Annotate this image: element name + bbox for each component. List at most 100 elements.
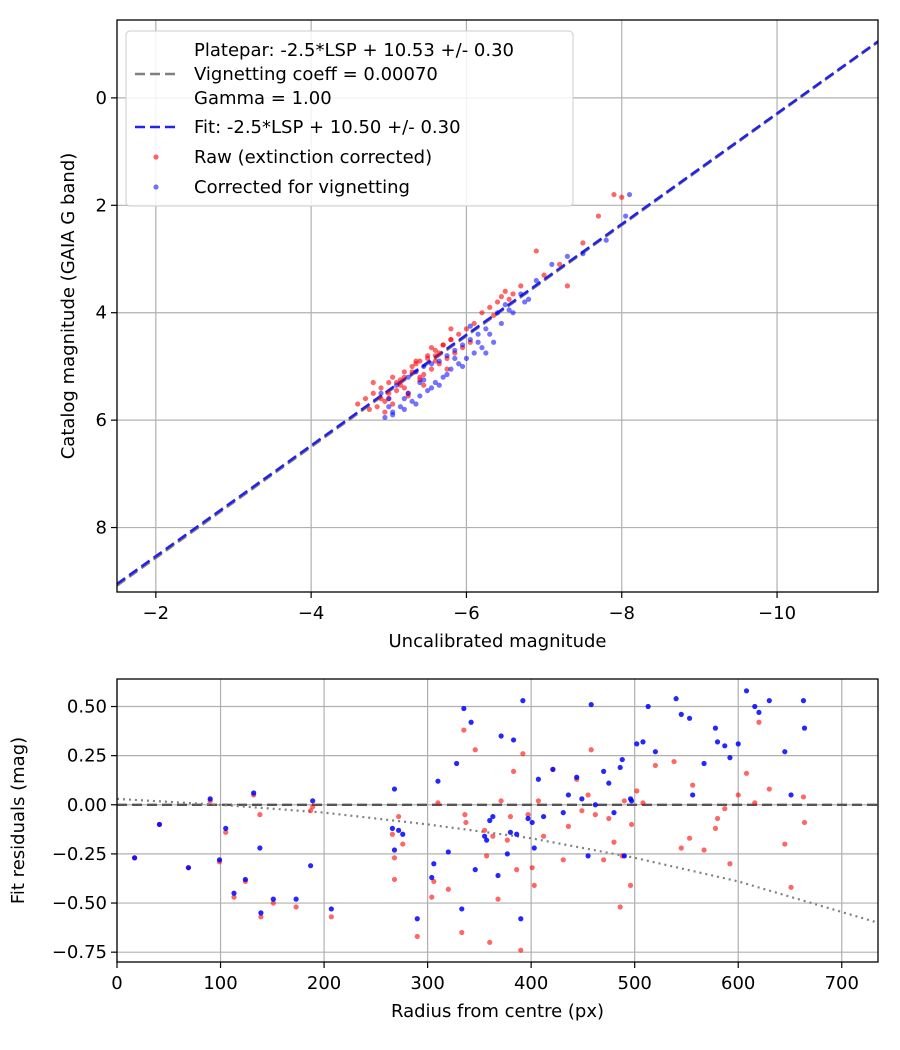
- legend-raw-marker: [153, 154, 159, 160]
- corrected-point: [436, 358, 442, 364]
- raw-point: [378, 396, 384, 402]
- corrected-point: [564, 253, 570, 259]
- corrected-point: [678, 711, 684, 717]
- raw-point: [370, 379, 376, 386]
- raw-point: [502, 288, 508, 294]
- corrected-point: [533, 277, 539, 284]
- corrected-point: [549, 261, 555, 267]
- top-x-axis-label: Uncalibrated magnitude: [388, 631, 606, 652]
- corrected-point: [242, 876, 248, 883]
- legend-raw-label: Raw (extinction corrected): [194, 147, 432, 168]
- raw-point: [432, 347, 438, 353]
- legend-platepar-line: Vignetting coeff = 0.00070: [194, 64, 438, 85]
- x-tick-label: 300: [410, 973, 444, 994]
- corrected-point: [459, 906, 465, 912]
- corrected-point: [701, 760, 707, 767]
- x-tick-label: −8: [608, 603, 635, 624]
- raw-point: [627, 882, 634, 888]
- raw-point: [432, 353, 438, 359]
- corrected-point: [459, 342, 466, 348]
- raw-point: [518, 283, 524, 289]
- raw-point: [580, 240, 586, 246]
- corrected-point: [531, 845, 537, 851]
- corrected-point: [652, 749, 658, 755]
- raw-point: [640, 800, 646, 806]
- corrected-point: [440, 374, 446, 380]
- raw-point: [498, 294, 504, 300]
- raw-point: [494, 299, 501, 305]
- corrected-point: [444, 371, 450, 378]
- raw-point: [393, 387, 400, 394]
- corrected-point: [690, 792, 696, 798]
- raw-point: [540, 833, 547, 839]
- corrected-point: [431, 861, 437, 867]
- raw-point: [414, 933, 420, 940]
- corrected-point: [782, 749, 788, 755]
- top-y-axis-label: Catalog magnitude (GAIA G band): [58, 153, 79, 460]
- x-tick-label: 0: [111, 973, 122, 994]
- raw-point: [752, 800, 758, 806]
- raw-point: [444, 366, 450, 372]
- corrected-point: [529, 819, 535, 826]
- raw-point: [588, 747, 594, 753]
- corrected-point: [425, 387, 431, 394]
- raw-point: [396, 813, 402, 820]
- corrected-point: [495, 872, 501, 879]
- top-ticks: −2 −4 −6 −8 −10 0 2 4 6 8: [96, 88, 797, 624]
- raw-point: [293, 904, 299, 910]
- y-tick-label: 0.25: [67, 746, 107, 767]
- corrected-point: [393, 382, 400, 388]
- x-tick-label: 700: [825, 973, 859, 994]
- corrected-point: [391, 847, 398, 853]
- corrected-point: [518, 916, 524, 922]
- corrected-point: [428, 361, 435, 367]
- x-tick-label: −4: [298, 603, 325, 624]
- raw-point: [498, 798, 504, 804]
- corrected-point: [207, 796, 213, 802]
- raw-point: [382, 398, 388, 404]
- corrected-point: [502, 302, 508, 308]
- raw-point: [428, 366, 435, 372]
- raw-point: [541, 272, 547, 278]
- corrected-point: [390, 409, 396, 415]
- corrected-point: [525, 815, 531, 822]
- raw-point: [606, 815, 612, 822]
- corrected-point: [436, 382, 442, 388]
- x-tick-label: −6: [453, 603, 480, 624]
- raw-point: [391, 876, 398, 883]
- corrected-point: [461, 705, 467, 712]
- raw-point: [585, 792, 591, 798]
- y-tick-label: −0.25: [52, 844, 107, 865]
- corrected-point: [405, 390, 411, 396]
- corrected-point: [400, 831, 406, 837]
- raw-point: [533, 248, 539, 254]
- raw-point: [401, 369, 407, 375]
- raw-point: [432, 358, 438, 364]
- corrected-point: [592, 802, 598, 808]
- raw-point: [611, 839, 617, 845]
- raw-point: [727, 861, 733, 867]
- raw-point: [510, 768, 517, 774]
- corrected-point: [409, 398, 415, 404]
- corrected-point: [483, 350, 489, 356]
- raw-point: [231, 894, 237, 900]
- raw-point: [520, 751, 526, 757]
- x-tick-label: 500: [618, 973, 652, 994]
- raw-point: [564, 283, 570, 289]
- raw-point: [409, 363, 415, 370]
- corrected-point: [727, 755, 733, 761]
- raw-point: [579, 808, 585, 814]
- corrected-point: [391, 786, 398, 792]
- corrected-point: [621, 853, 627, 859]
- corrected-point: [714, 739, 721, 745]
- raw-point: [481, 827, 488, 833]
- raw-point: [366, 406, 372, 412]
- raw-point: [425, 355, 431, 361]
- y-tick-label: 0: [96, 88, 107, 109]
- raw-point: [397, 377, 404, 383]
- bottom-ticks: 0 100 200 300 400 500 600 700 −0.75 −0.50 −0.25 0.0…: [52, 697, 859, 994]
- corrected-point: [223, 825, 229, 831]
- corrected-point: [579, 796, 585, 802]
- corrected-point: [487, 817, 493, 824]
